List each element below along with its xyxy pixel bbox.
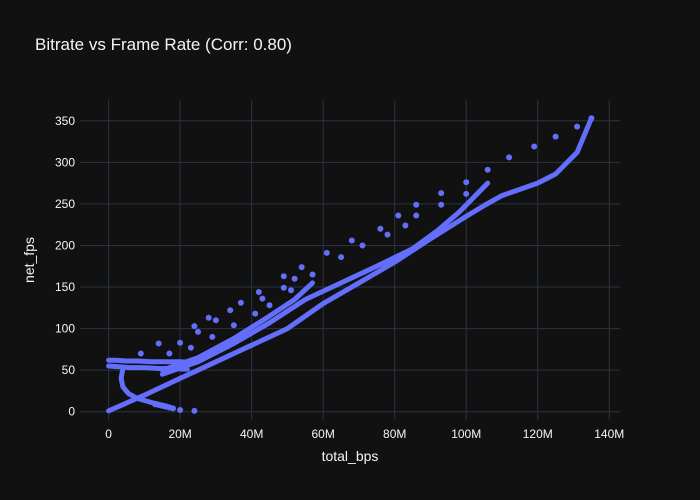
data-point [552, 133, 559, 140]
data-point [288, 287, 294, 294]
data-point [137, 350, 144, 357]
data-point [359, 242, 366, 249]
data-point [252, 310, 259, 317]
x-tick-label: 140M [594, 427, 624, 441]
y-tick-label: 350 [55, 114, 75, 128]
x-tick-label: 60M [312, 427, 335, 441]
data-point [255, 289, 262, 295]
data-point [298, 264, 305, 271]
y-tick-label: 0 [68, 405, 75, 419]
y-tick-label: 250 [55, 197, 75, 211]
data-point [187, 344, 194, 351]
data-point [395, 212, 402, 219]
data-point [177, 407, 184, 413]
data-point [191, 323, 198, 330]
marks-layer [106, 115, 595, 414]
data-point [384, 231, 391, 238]
x-tick-label: 80M [383, 427, 406, 441]
y-tick-label: 300 [55, 155, 75, 169]
series-line [106, 115, 594, 414]
x-tick-label: 40M [240, 427, 263, 441]
series-line [159, 280, 315, 373]
data-point [413, 212, 420, 219]
data-point [195, 328, 201, 335]
data-point [323, 249, 330, 256]
data-point [531, 143, 538, 150]
grid-layer [80, 100, 620, 420]
x-axis-title: total_bps [322, 448, 379, 464]
data-point [191, 407, 198, 414]
data-point [230, 322, 237, 329]
y-tick-label: 150 [55, 280, 75, 294]
data-point [209, 333, 216, 340]
data-point [280, 284, 287, 291]
data-point [291, 275, 298, 282]
data-point [484, 166, 491, 173]
data-point [506, 154, 513, 161]
data-point [266, 302, 273, 309]
data-point [377, 225, 384, 232]
data-point [237, 299, 244, 306]
x-tick-label: 120M [523, 427, 553, 441]
data-point [338, 254, 345, 261]
data-point [177, 339, 184, 346]
data-point [413, 201, 420, 208]
data-point [438, 201, 445, 208]
x-tick-label: 20M [168, 427, 191, 441]
axis-layer: 0 20M 40M 60M 80M 100M 120M 140M 0 50 100 150 200 250… [55, 114, 624, 441]
x-tick-label: 100M [451, 427, 481, 441]
data-point [438, 190, 445, 197]
data-point [166, 350, 173, 357]
data-point [155, 340, 162, 347]
y-axis-title: net_fps [21, 237, 37, 283]
data-point [574, 123, 581, 130]
data-point [463, 190, 470, 197]
x-tick-label: 0 [105, 427, 112, 441]
data-point [212, 317, 219, 324]
data-point [402, 222, 409, 229]
series-line [118, 366, 176, 411]
y-tick-label: 50 [62, 363, 76, 377]
data-point [463, 179, 470, 186]
series-line [106, 363, 190, 372]
data-point [227, 307, 234, 314]
data-point [259, 295, 266, 302]
y-tick-label: 100 [55, 322, 75, 336]
data-point [348, 237, 355, 244]
data-point [309, 271, 316, 278]
series-line [159, 180, 491, 377]
data-point [205, 314, 212, 321]
chart-title: Bitrate vs Frame Rate (Corr: 0.80) [35, 35, 292, 54]
y-tick-label: 200 [55, 238, 75, 252]
series-line [106, 357, 197, 366]
data-point [280, 273, 287, 280]
